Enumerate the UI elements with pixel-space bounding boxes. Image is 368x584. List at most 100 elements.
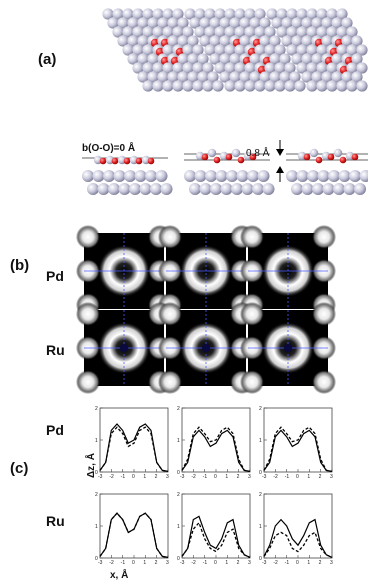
substrate-atom xyxy=(312,183,324,195)
plot-1: 0 1 2 -3 -2 -1 0 1 2 3 xyxy=(95,406,169,480)
metal-atom xyxy=(281,17,293,29)
metal-atom xyxy=(356,44,368,56)
metal-atom xyxy=(127,17,139,29)
x-tick-label: 0 xyxy=(296,560,299,566)
metal-atom xyxy=(229,17,241,29)
stm-image-ru-3 xyxy=(240,302,336,394)
metal-atom xyxy=(286,26,298,38)
metal-atom xyxy=(294,80,306,92)
stm-dark-center xyxy=(120,344,128,352)
metal-atom xyxy=(199,17,211,29)
y-tick-label: 1 xyxy=(259,438,262,444)
metal-atom xyxy=(351,53,363,65)
substrate-atom xyxy=(150,183,162,195)
metal-atom xyxy=(254,44,266,56)
substrate-atom xyxy=(145,170,157,182)
metal-atom xyxy=(351,71,363,83)
stm-dark-center xyxy=(202,344,210,352)
stm-blob xyxy=(76,225,100,249)
x-tick-label: -3 xyxy=(262,560,267,566)
substrate-atom xyxy=(359,170,368,182)
oxygen-atom xyxy=(351,153,359,161)
metal-atom xyxy=(202,80,214,92)
substrate-atom xyxy=(226,170,238,182)
metal-atom xyxy=(341,71,353,83)
metal-atom xyxy=(276,8,288,20)
metal-atom xyxy=(214,26,226,38)
metal-atom xyxy=(331,71,343,83)
metal-atom xyxy=(264,44,276,56)
metal-atom xyxy=(117,17,129,29)
metal-atom xyxy=(274,44,286,56)
oxygen-atom xyxy=(339,156,347,164)
metal-atom xyxy=(301,17,313,29)
metal-atom xyxy=(182,26,194,38)
x-tick-label: -2 xyxy=(273,474,278,480)
substrate-atom xyxy=(189,183,201,195)
oxygen-atom xyxy=(327,153,335,161)
x-tick-label: 2 xyxy=(237,474,240,480)
metal-atom xyxy=(162,62,174,74)
x-tick-label: 1 xyxy=(225,560,228,566)
metal-atom xyxy=(204,26,216,38)
stm-blob xyxy=(240,302,264,326)
x-tick-label: -1 xyxy=(285,474,290,480)
metal-atom xyxy=(239,71,251,83)
y-axis-label: Δz, Å xyxy=(84,453,97,478)
metal-atom xyxy=(132,44,144,56)
stm-blob xyxy=(240,370,264,394)
metal-atom xyxy=(254,80,266,92)
metal-atom xyxy=(331,53,343,65)
metal-atom xyxy=(187,35,199,47)
metal-atom xyxy=(249,17,261,29)
series-dashed xyxy=(99,512,169,559)
x-axis-label: x, Å xyxy=(110,568,128,581)
metal-atom xyxy=(194,8,206,20)
metal-atom xyxy=(326,80,338,92)
metal-atom xyxy=(326,62,338,74)
metal-atom xyxy=(244,80,256,92)
metal-atom xyxy=(249,53,261,65)
substrate-atom xyxy=(155,170,168,182)
stm-blob xyxy=(312,225,336,249)
metal-atom xyxy=(224,8,236,20)
metal-atom xyxy=(321,17,333,29)
metal-atom xyxy=(266,8,278,20)
oxygen-atom xyxy=(303,153,311,161)
x-tick-label: 2 xyxy=(319,474,322,480)
metal-atom xyxy=(162,26,174,38)
metal-atom xyxy=(346,80,358,92)
substrate-atom xyxy=(286,170,298,182)
stm-dark-center xyxy=(284,344,292,352)
metal-atom xyxy=(167,35,179,47)
substrate-atom xyxy=(317,170,330,182)
x-tick-label: 2 xyxy=(155,474,158,480)
metal-atom xyxy=(137,35,149,47)
metal-atom xyxy=(209,17,221,29)
metal-atom xyxy=(281,35,293,47)
metal-atom xyxy=(259,35,271,47)
metal-atom xyxy=(152,26,164,38)
metal-atom xyxy=(207,71,219,83)
metal-atom xyxy=(269,53,281,65)
metal-atom xyxy=(321,35,333,47)
substrate-atom xyxy=(296,170,309,182)
metal-atom xyxy=(102,8,114,20)
metal-atom xyxy=(199,35,211,47)
oxygen-atom xyxy=(249,153,257,161)
metal-atom xyxy=(296,44,308,56)
substrate-atom xyxy=(262,183,275,195)
y-tick-label: 2 xyxy=(95,406,98,412)
x-tick-label: 2 xyxy=(319,560,322,566)
plot-5: 0 1 2 -3 -2 -1 0 1 2 3 xyxy=(177,492,251,566)
y-tick-label: 2 xyxy=(259,406,262,412)
metal-atom xyxy=(214,44,226,56)
metal-atom xyxy=(214,62,226,74)
metal-atom xyxy=(336,8,348,20)
substrate-atom xyxy=(291,183,303,195)
x-tick-label: 0 xyxy=(214,474,217,480)
substrate-atom xyxy=(82,170,94,182)
metal-atom xyxy=(306,62,318,74)
metal-atom xyxy=(259,71,271,83)
metal-atom xyxy=(234,8,246,20)
